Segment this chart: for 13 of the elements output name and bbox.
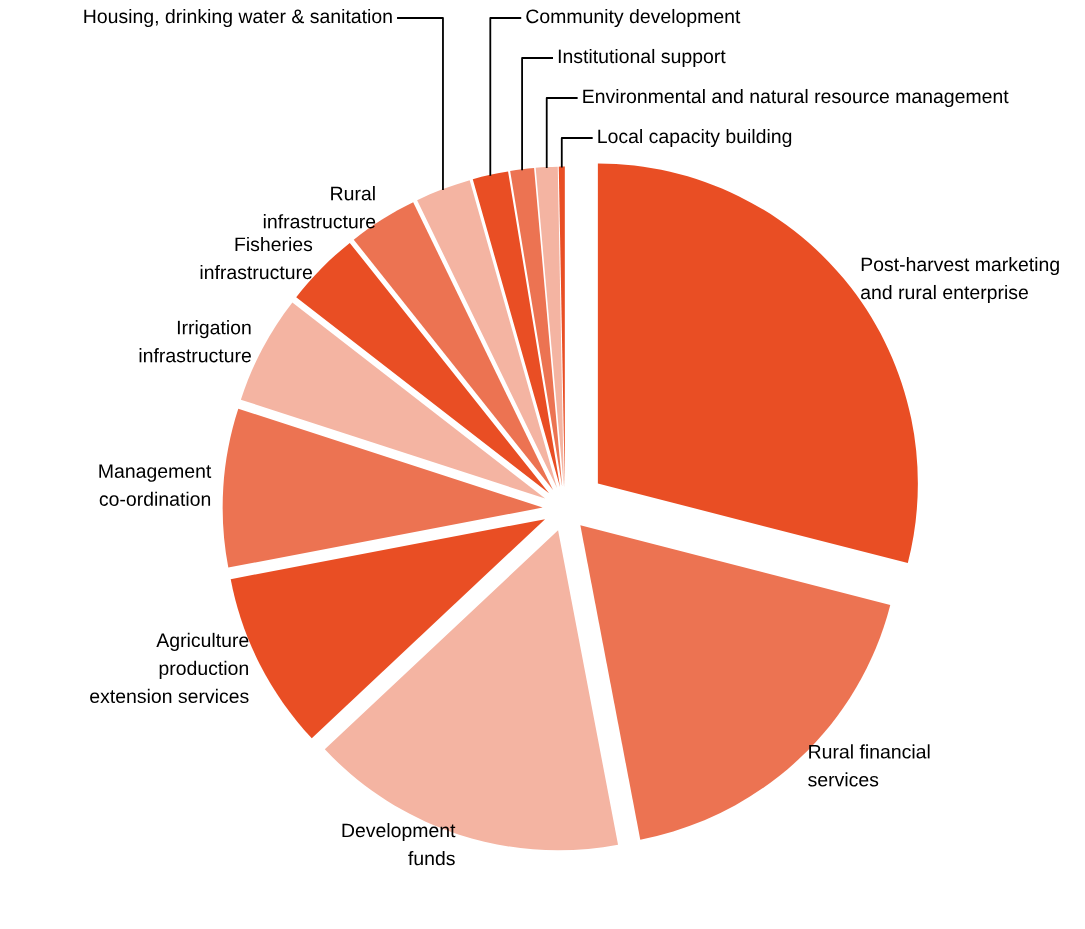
slice-label: Rural financial services	[808, 744, 930, 787]
slice-label: Fisheries infrastructure	[200, 236, 313, 280]
slice-label: Post-harvest marketing and rural enterprise	[861, 256, 1059, 304]
slice-label: Rural infrastructure	[263, 186, 376, 229]
slice-label: Development funds	[342, 823, 456, 866]
slice-label: Irrigation infrastructure	[139, 320, 251, 363]
slice-label: Local capacity building	[598, 128, 792, 148]
slice-label: Institutional support	[558, 48, 726, 68]
slice-label: Environmental and natural resource management	[583, 88, 1009, 108]
slice-label: Housing, drinking water & sanitation	[84, 8, 392, 28]
slice-label: Agriculture production extension services	[90, 632, 249, 704]
slice-label: Management co-ordination	[99, 464, 212, 506]
slice-label: Community development	[526, 8, 741, 28]
